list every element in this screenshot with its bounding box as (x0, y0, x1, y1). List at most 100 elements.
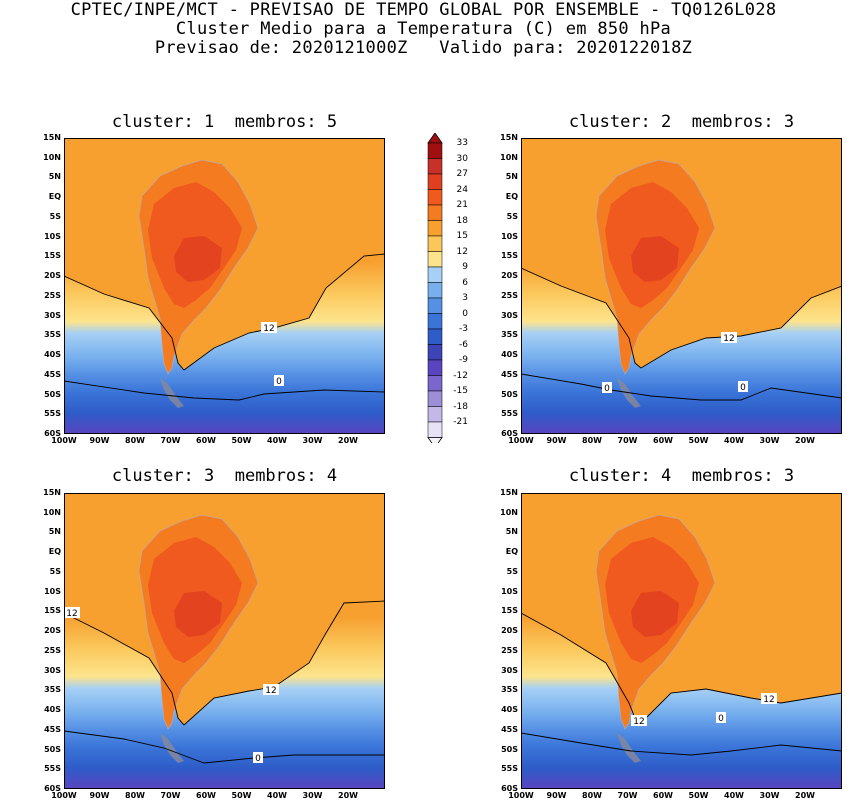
patagonia-1 (160, 378, 184, 408)
lat-label: 10N (500, 152, 518, 162)
lat-label: 25S (501, 290, 518, 300)
lon-label: 90W (89, 436, 110, 445)
colorbar-level: 33 (456, 138, 468, 148)
panel-title-3: cluster: 3 membros: 4 (111, 466, 338, 486)
colorbar-level: -6 (459, 339, 468, 350)
lon-label: 90W (89, 791, 110, 800)
lon-label: 70W (617, 436, 638, 445)
contour-label-4-2: 12 (633, 717, 644, 727)
lon-label: 60W (653, 436, 673, 445)
lat-label: 35S (44, 330, 61, 340)
lon-label: 40W (267, 791, 287, 800)
lat-label: 55S (44, 764, 61, 774)
lat-label: 25S (501, 645, 518, 655)
contour-0-2 (521, 373, 842, 401)
colorbar-level: 30 (456, 153, 468, 164)
lon-label: 90W (546, 791, 567, 800)
lon-label: 60W (196, 436, 216, 445)
lat-label: 40S (44, 350, 61, 360)
coastline-2 (595, 159, 716, 375)
continent-hottest-3 (174, 591, 222, 637)
lat-label: 50S (501, 389, 518, 399)
contour-0-3 (64, 730, 385, 764)
colorbar-level: -21 (453, 417, 468, 427)
colorbar-level: 24 (456, 184, 468, 195)
lat-label: 60S (501, 784, 518, 793)
contour-label-1-1: 12 (263, 324, 274, 334)
colorbar-level: -15 (453, 386, 468, 396)
lat-label: 50S (44, 389, 61, 399)
lat-label: 10S (501, 586, 518, 596)
contour-label-2-3: 0 (604, 384, 610, 394)
lat-label: 10N (43, 507, 61, 517)
colorbar-bottom-arrow (427, 437, 443, 443)
lon-label: 30W (302, 791, 323, 800)
lon-label: 50W (231, 436, 252, 445)
coastline-3 (138, 514, 259, 730)
lat-label: 35S (501, 330, 518, 340)
contour-label-2-2: 0 (740, 383, 746, 393)
lat-label: 10S (501, 231, 518, 241)
lon-label: 70W (617, 791, 638, 800)
continent-hottest-1 (174, 236, 222, 282)
panel-title-2: cluster: 2 membros: 3 (568, 112, 795, 132)
lat-label: EQ (505, 192, 518, 202)
lon-label: 80W (582, 791, 602, 800)
lat-label: 40S (501, 705, 518, 715)
colorbar-level: 21 (456, 200, 468, 210)
lat-label: 5S (506, 211, 518, 221)
lat-label: 35S (44, 685, 61, 695)
lon-label: 20W (338, 791, 358, 800)
coastline-4 (595, 514, 716, 730)
contour-label-1-2: 0 (276, 377, 282, 387)
lat-label: 35S (501, 685, 518, 695)
lat-label: 10N (500, 507, 518, 517)
contour-label-4-3: 0 (718, 714, 724, 724)
continent-hottest-2 (631, 236, 679, 282)
lat-label: 5N (505, 172, 518, 182)
lat-label: 5N (48, 527, 61, 537)
colorbar-level: 15 (456, 231, 468, 241)
lon-label: 50W (231, 791, 252, 800)
lon-label: 60W (196, 791, 216, 800)
lat-label: 15N (500, 133, 518, 142)
panel-title-1: cluster: 1 membros: 5 (111, 112, 338, 132)
lat-label: EQ (48, 547, 61, 557)
colorbar-level: -18 (453, 401, 468, 412)
contour-label-3-1: 12 (265, 686, 276, 696)
lat-label: EQ (505, 547, 518, 557)
lon-label: 30W (759, 791, 780, 800)
contour-12-2 (521, 267, 842, 369)
contour-label-3-2: 12 (66, 609, 77, 619)
lat-label: 5S (49, 211, 61, 221)
panel-title-4: cluster: 4 membros: 3 (568, 466, 795, 486)
lat-label: 20S (501, 271, 518, 281)
lon-label: 20W (795, 436, 815, 445)
lat-label: 15N (43, 133, 61, 142)
lat-label: 45S (501, 369, 518, 379)
lat-label: 55S (501, 764, 518, 774)
coastline-1 (138, 159, 259, 375)
lon-label: 60W (653, 791, 673, 800)
lon-label: 20W (795, 791, 815, 800)
lon-label: 50W (688, 791, 709, 800)
lat-label: 5S (49, 566, 61, 576)
colorbar-level: 27 (456, 169, 468, 179)
contour-12-3 (64, 600, 385, 726)
continent-hottest-4 (631, 591, 679, 637)
lon-label: 100W (51, 436, 77, 445)
lat-label: 45S (44, 369, 61, 379)
lon-label: 100W (508, 791, 534, 800)
lat-label: 60S (44, 784, 61, 793)
patagonia-3 (160, 733, 184, 763)
lat-label: 30S (501, 310, 518, 320)
temperature-map-3: 12 12 0 (64, 493, 385, 789)
lat-label: 15N (500, 488, 518, 497)
lat-label: 10S (44, 586, 61, 596)
lat-label: EQ (48, 192, 61, 202)
colorbar-level: 6 (462, 277, 468, 288)
lat-label: 15N (43, 488, 61, 497)
contour-label-3-3: 0 (255, 754, 261, 764)
colorbar-level: 0 (462, 308, 468, 319)
lat-label: 20S (501, 626, 518, 636)
